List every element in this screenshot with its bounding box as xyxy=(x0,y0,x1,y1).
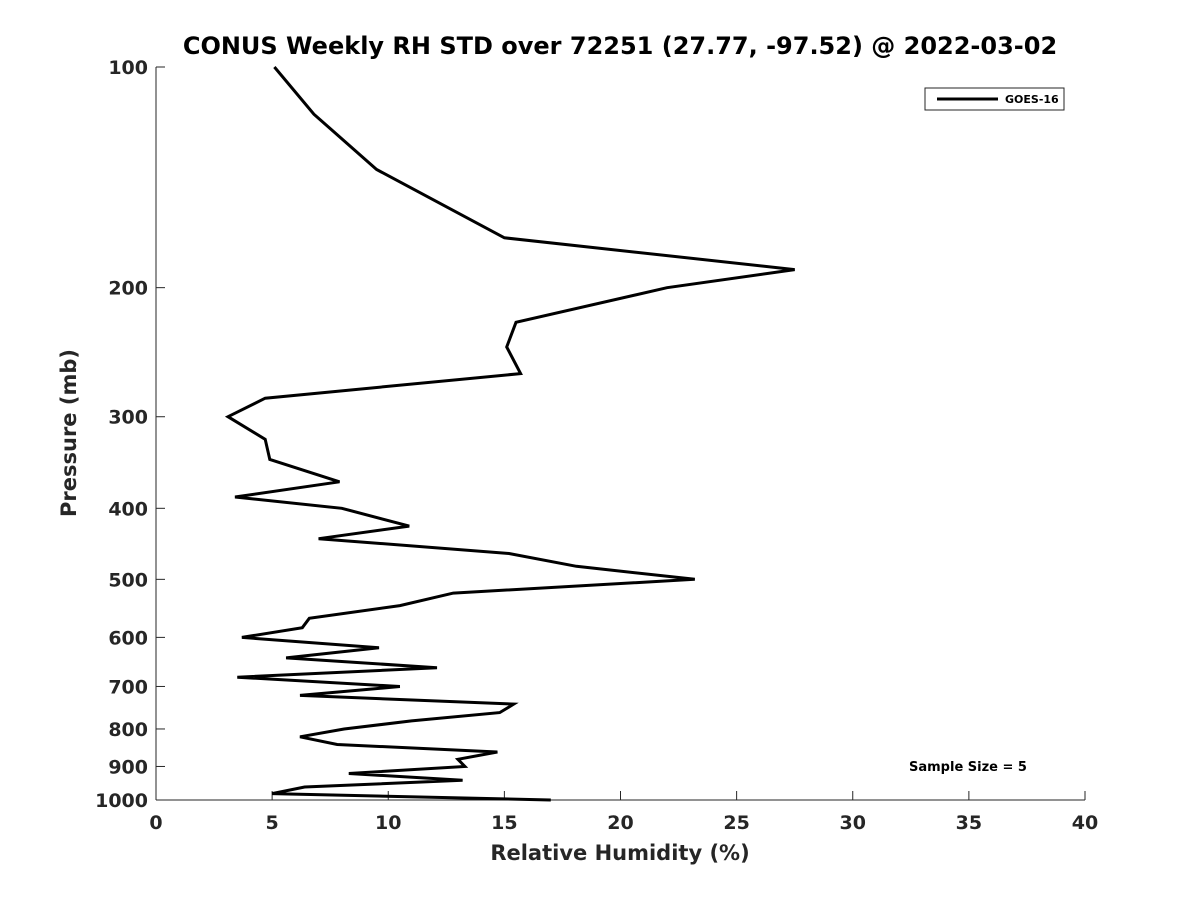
x-tick-label: 35 xyxy=(956,812,982,834)
series-line-0 xyxy=(224,66,795,802)
x-tick-label: 20 xyxy=(607,812,633,834)
x-tick-label: 40 xyxy=(1072,812,1098,834)
x-tick-label: 30 xyxy=(840,812,866,834)
x-tick-label: 25 xyxy=(723,812,749,834)
y-tick-label: 600 xyxy=(108,627,148,649)
y-axis-label: Pressure (mb) xyxy=(57,349,81,517)
x-tick-label: 15 xyxy=(491,812,517,834)
y-tick-label: 300 xyxy=(108,407,148,429)
chart-title: CONUS Weekly RH STD over 72251 (27.77, -… xyxy=(183,32,1057,60)
y-tick-label: 200 xyxy=(108,278,148,300)
x-tick-label: 10 xyxy=(375,812,401,834)
y-tick-label: 1000 xyxy=(95,790,148,812)
y-tick-label: 500 xyxy=(108,569,148,591)
legend: GOES-16 xyxy=(924,87,1065,111)
plot-area xyxy=(224,66,795,802)
x-tick-label: 0 xyxy=(149,812,162,834)
axes: 0 5 10 15 20 25 30 35 40 100 200 300 400 500 600 700 800… xyxy=(95,57,1098,834)
y-tick-label: 800 xyxy=(108,719,148,741)
legend-label: GOES-16 xyxy=(1005,93,1059,106)
y-tick-label: 100 xyxy=(108,57,148,79)
sample-size-annotation: Sample Size = 5 xyxy=(909,760,1027,775)
y-tick-label: 400 xyxy=(108,498,148,520)
y-tick-label: 900 xyxy=(108,756,148,778)
y-tick-label: 700 xyxy=(108,676,148,698)
x-tick-label: 5 xyxy=(266,812,279,834)
x-axis-label: Relative Humidity (%) xyxy=(490,841,749,865)
